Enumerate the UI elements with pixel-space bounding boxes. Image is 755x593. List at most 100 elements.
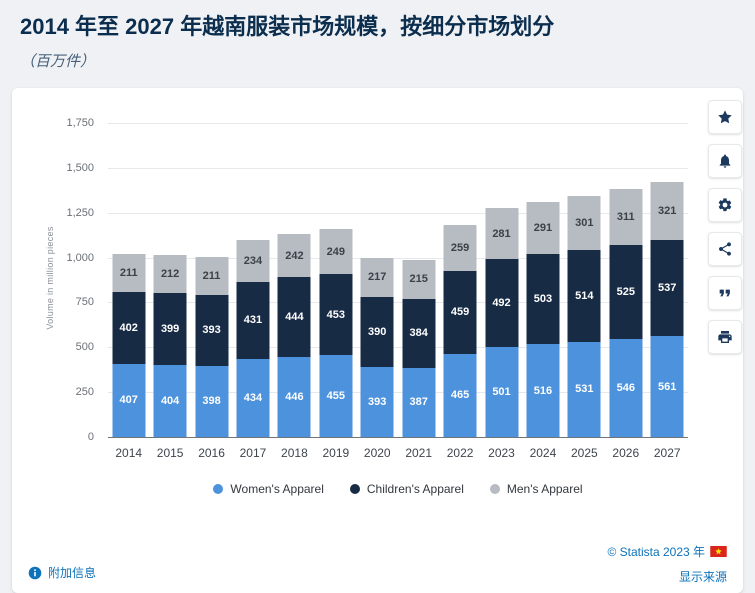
stacked-bar[interactable]: 516 503 291 <box>526 123 560 437</box>
copyright-label: © Statista 2023 年 <box>607 545 705 559</box>
stacked-bar[interactable]: 455 453 249 <box>319 123 353 437</box>
segment-women-s-apparel[interactable]: 546 <box>609 339 643 437</box>
bar-2020[interactable]: 393 390 217 2020 <box>357 123 398 460</box>
segment-men-s-apparel[interactable]: 259 <box>443 224 477 272</box>
segment-women-s-apparel[interactable]: 561 <box>650 336 684 437</box>
segment-children-s-apparel[interactable]: 514 <box>567 249 601 342</box>
segment-value-label: 291 <box>533 222 553 235</box>
segment-children-s-apparel[interactable]: 390 <box>360 296 394 367</box>
legend-label: Women's Apparel <box>230 482 324 496</box>
info-icon <box>28 566 42 579</box>
legend-item-women-s-apparel[interactable]: Women's Apparel <box>213 482 324 496</box>
bar-2022[interactable]: 465 459 259 2022 <box>439 123 480 460</box>
segment-women-s-apparel[interactable]: 407 <box>112 363 146 437</box>
x-tick-label: 2026 <box>612 446 640 460</box>
segment-men-s-apparel[interactable]: 281 <box>485 208 518 259</box>
segment-men-s-apparel[interactable]: 212 <box>153 254 187 293</box>
bar-2017[interactable]: 434 431 234 2017 <box>232 123 273 460</box>
segment-children-s-apparel[interactable]: 453 <box>319 274 353 356</box>
segment-men-s-apparel[interactable]: 242 <box>277 233 311 278</box>
gridline <box>108 437 688 438</box>
bar-2018[interactable]: 446 444 242 2018 <box>274 123 315 460</box>
stacked-bar[interactable]: 398 393 211 <box>195 123 229 437</box>
segment-men-s-apparel[interactable]: 321 <box>650 182 684 240</box>
bar-2027[interactable]: 561 537 321 2027 <box>646 123 687 460</box>
settings-button[interactable] <box>708 188 742 222</box>
bar-2023[interactable]: 501 492 281 2023 <box>481 123 522 460</box>
segment-women-s-apparel[interactable]: 516 <box>526 344 560 437</box>
segment-men-s-apparel[interactable]: 291 <box>526 201 560 255</box>
segment-women-s-apparel[interactable]: 398 <box>195 365 229 437</box>
segment-children-s-apparel[interactable]: 444 <box>277 277 311 357</box>
stacked-bar[interactable]: 446 444 242 <box>277 123 311 437</box>
segment-men-s-apparel[interactable]: 301 <box>567 195 601 250</box>
segment-women-s-apparel[interactable]: 393 <box>360 366 394 437</box>
stacked-bar[interactable]: 531 514 301 <box>567 123 601 437</box>
segment-children-s-apparel[interactable]: 402 <box>112 291 146 364</box>
notification-button[interactable] <box>708 144 742 178</box>
additional-info-link[interactable]: 附加信息 <box>28 564 96 581</box>
legend-dot-icon <box>489 484 500 494</box>
segment-children-s-apparel[interactable]: 431 <box>236 281 270 360</box>
legend-item-men-s-apparel[interactable]: Men's Apparel <box>489 482 583 496</box>
bar-2025[interactable]: 531 514 301 2025 <box>564 123 605 460</box>
stacked-bar[interactable]: 546 525 311 <box>609 123 643 437</box>
segment-value-label: 459 <box>450 306 470 319</box>
segment-children-s-apparel[interactable]: 393 <box>195 295 229 366</box>
show-source-link[interactable]: 显示来源 <box>678 570 727 584</box>
segment-men-s-apparel[interactable]: 211 <box>112 254 146 292</box>
stacked-bar[interactable]: 407 402 211 <box>112 123 146 437</box>
bar-2019[interactable]: 455 453 249 2019 <box>315 123 356 460</box>
stacked-bar[interactable]: 501 492 281 <box>485 123 518 437</box>
segment-women-s-apparel[interactable]: 455 <box>319 355 353 437</box>
bar-2021[interactable]: 387 384 215 2021 <box>398 123 439 460</box>
segment-children-s-apparel[interactable]: 503 <box>526 254 560 345</box>
segment-children-s-apparel[interactable]: 399 <box>153 292 187 365</box>
segment-children-s-apparel[interactable]: 537 <box>650 240 684 337</box>
segment-men-s-apparel[interactable]: 311 <box>609 189 643 245</box>
segment-men-s-apparel[interactable]: 234 <box>236 239 270 282</box>
stacked-bar[interactable]: 561 537 321 <box>650 123 684 437</box>
segment-women-s-apparel[interactable]: 501 <box>485 347 518 437</box>
segment-value-label: 434 <box>243 392 263 405</box>
legend-item-children-s-apparel[interactable]: Children's Apparel <box>349 482 464 496</box>
bar-2026[interactable]: 546 525 311 2026 <box>605 123 646 460</box>
segment-women-s-apparel[interactable]: 404 <box>153 364 187 437</box>
segment-children-s-apparel[interactable]: 384 <box>402 298 436 368</box>
segment-children-s-apparel[interactable]: 492 <box>485 258 518 348</box>
additional-info-label: 附加信息 <box>48 566 97 580</box>
segment-value-label: 453 <box>326 308 345 321</box>
bar-2024[interactable]: 516 503 291 2024 <box>522 123 563 460</box>
segment-men-s-apparel[interactable]: 217 <box>360 257 394 297</box>
segment-men-s-apparel[interactable]: 249 <box>319 229 353 275</box>
segment-women-s-apparel[interactable]: 531 <box>567 341 601 437</box>
quote-icon <box>719 289 730 297</box>
segment-value-label: 393 <box>368 395 387 408</box>
copyright-link[interactable]: © Statista 2023 年 <box>607 543 727 560</box>
segment-women-s-apparel[interactable]: 465 <box>443 353 477 437</box>
gear-icon <box>718 198 732 212</box>
segment-children-s-apparel[interactable]: 525 <box>609 244 643 340</box>
segment-women-s-apparel[interactable]: 434 <box>236 359 270 437</box>
stacked-bar[interactable]: 465 459 259 <box>443 123 477 437</box>
segment-women-s-apparel[interactable]: 387 <box>402 367 436 437</box>
print-button[interactable] <box>708 320 742 354</box>
share-button[interactable] <box>708 232 742 266</box>
stacked-bar[interactable]: 404 399 212 <box>153 123 187 437</box>
segment-children-s-apparel[interactable]: 459 <box>443 271 477 354</box>
segment-men-s-apparel[interactable]: 215 <box>402 260 436 299</box>
stacked-bar[interactable]: 387 384 215 <box>402 123 436 437</box>
segment-women-s-apparel[interactable]: 446 <box>277 356 311 437</box>
stacked-bar[interactable]: 393 390 217 <box>360 123 394 437</box>
stacked-bar[interactable]: 434 431 234 <box>236 123 270 437</box>
y-tick-label: 750 <box>75 296 94 309</box>
bar-2014[interactable]: 407 402 211 2014 <box>108 123 149 460</box>
bar-2015[interactable]: 404 399 212 2015 <box>149 123 190 460</box>
bar-2016[interactable]: 398 393 211 2016 <box>191 123 232 460</box>
y-tick-label: 1,750 <box>66 117 94 129</box>
favorite-button[interactable] <box>708 100 742 134</box>
star-icon <box>718 110 732 124</box>
segment-men-s-apparel[interactable]: 211 <box>195 257 229 296</box>
citation-button[interactable] <box>708 276 742 310</box>
